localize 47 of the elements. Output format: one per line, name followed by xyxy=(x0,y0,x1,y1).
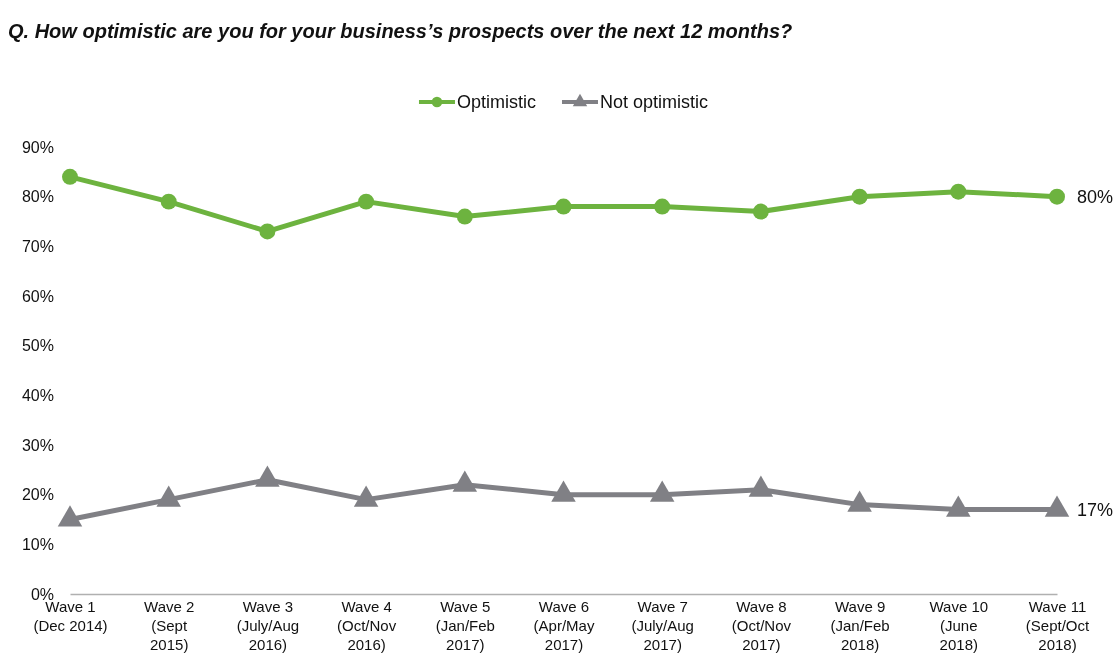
data-label: 17% xyxy=(1077,499,1114,520)
point xyxy=(452,470,478,492)
point xyxy=(358,193,375,210)
chart-title: Q. How optimistic are you for your business’s prospects over the next 12 months? xyxy=(8,20,793,42)
point xyxy=(255,465,280,487)
point xyxy=(156,485,181,507)
x-tick-label: Wave 10 (June 2018) xyxy=(929,598,989,653)
point xyxy=(259,223,276,240)
y-tick-label: 30% xyxy=(21,436,54,454)
x-tick-label: Wave 2 (Sept 2015) xyxy=(144,598,195,653)
y-tick-label: 70% xyxy=(21,237,54,255)
x-tick-label: Wave 5 (Jan/Feb 2017) xyxy=(435,598,495,653)
point xyxy=(1044,495,1070,517)
x-tick-label: Wave 3 (July/Aug 2016) xyxy=(236,598,300,653)
data-label: 80% xyxy=(1077,186,1114,207)
point xyxy=(950,183,967,200)
x-tick-label: Wave 8 (Oct/Nov 2017) xyxy=(731,598,792,653)
point xyxy=(1049,188,1065,205)
point xyxy=(752,203,769,220)
point xyxy=(555,198,572,215)
y-tick-label: 0% xyxy=(30,585,54,603)
point xyxy=(851,188,868,205)
y-tick-label: 60% xyxy=(21,287,54,305)
y-tick-label: 50% xyxy=(21,337,54,355)
point xyxy=(57,505,83,527)
point xyxy=(353,485,379,507)
y-tick-label: 80% xyxy=(21,188,54,206)
legend-label: Optimistic xyxy=(456,92,536,113)
point xyxy=(160,193,177,210)
y-tick-label: 40% xyxy=(21,386,54,404)
x-tick-label: Wave 11 (Sept/Oct 2018) xyxy=(1025,598,1091,653)
point xyxy=(62,168,78,185)
y-tick-label: 10% xyxy=(21,535,54,553)
y-tick-label: 90% xyxy=(21,138,54,156)
x-tick-label: Wave 4 (Oct/Nov 2016) xyxy=(337,598,397,653)
point xyxy=(654,198,671,215)
point xyxy=(946,495,971,517)
x-tick-label: Wave 7 (July/Aug 2017) xyxy=(631,598,694,653)
point xyxy=(456,208,473,225)
x-tick-label: Wave 6 (Apr/May 2017) xyxy=(533,598,595,653)
x-tick-label: Wave 9 (Jan/Feb 2018) xyxy=(830,598,890,653)
point xyxy=(649,480,675,502)
legend-label: Not optimistic xyxy=(599,92,709,113)
y-tick-label: 20% xyxy=(21,486,54,504)
point xyxy=(847,490,872,512)
point xyxy=(748,475,774,497)
point xyxy=(551,480,576,502)
